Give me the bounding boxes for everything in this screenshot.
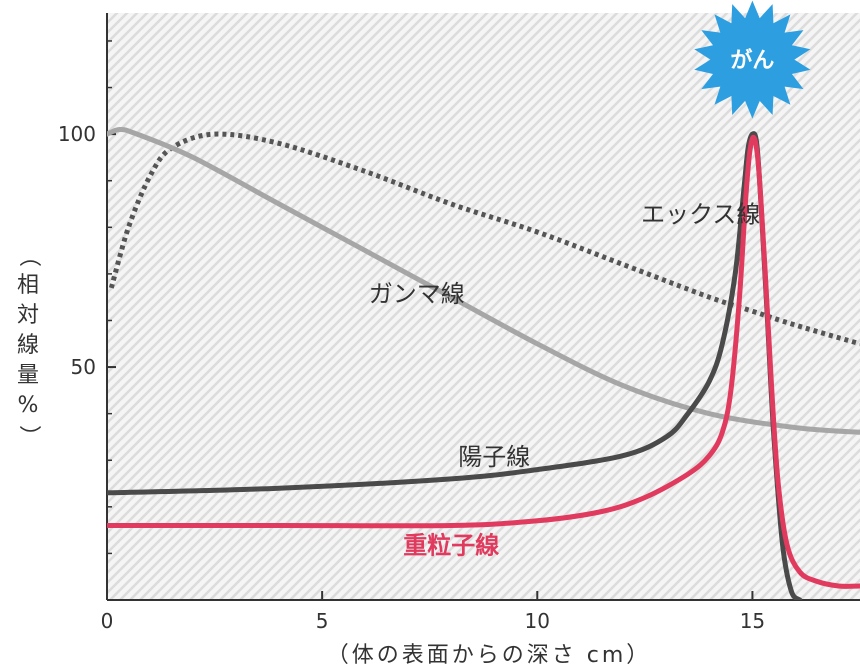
y-tick-label: 50 [71,355,96,379]
heavy-ion-label: 重粒子線 [403,531,499,559]
y-axis-label-char: % [18,393,39,418]
xray-line [108,131,860,347]
y-axis-label-char: 相 [17,273,39,298]
gamma-line [107,127,860,435]
y-axis-label-char: 量 [17,363,39,388]
x-axis-label: （体の表面からの深さ cm） [327,643,652,668]
y-axis-label-char: 線 [17,333,39,358]
x-tick-label: 5 [316,609,329,633]
cancer-badge: がん [694,0,811,119]
y-axis-label-char: 対 [17,303,39,328]
x-tick-label: 15 [740,609,765,633]
proton-label: 陽子線 [458,443,530,471]
heavy-ion-line [107,134,860,589]
y-tick-label: 100 [58,122,96,146]
series-layer [107,127,860,600]
gamma-label: ガンマ線 [369,280,465,308]
x-tick-label: 10 [525,609,550,633]
starburst-icon [694,0,811,119]
y-axis-label-char: （ [16,245,41,267]
axis-ticks: 0 5 10 15 50 100 [58,40,765,633]
x-tick-label: 0 [101,609,114,633]
xray-label: エックス線 [641,201,760,229]
y-axis-label-char: ） [16,425,41,447]
cancer-badge-label: がん [730,48,774,74]
